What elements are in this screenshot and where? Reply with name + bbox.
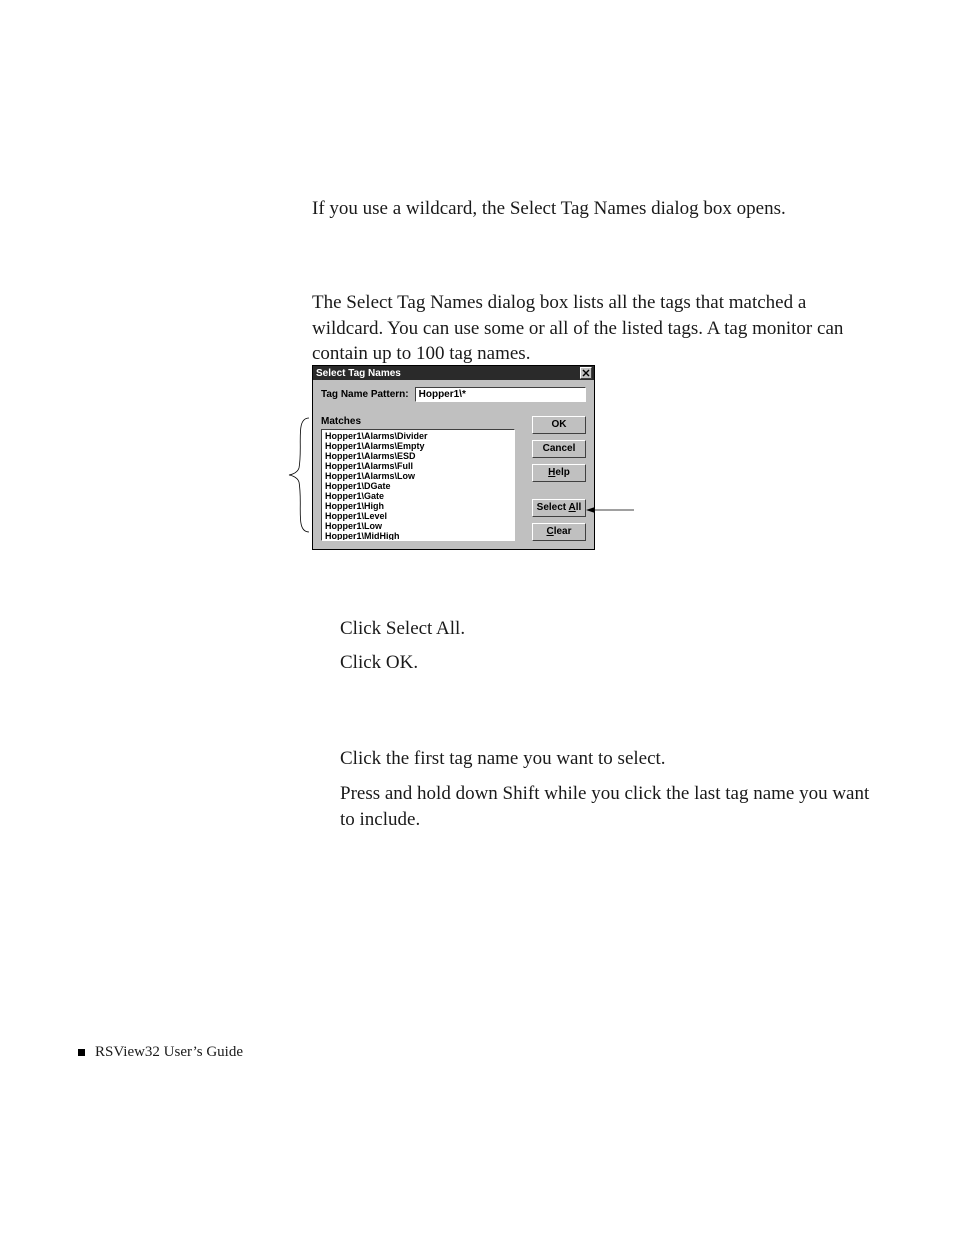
step-range-first: Click the first tag name you want to sel… [340,746,860,772]
list-item[interactable]: Hopper1\Alarms\Low [325,471,511,481]
paragraph-description: The Select Tag Names dialog box lists al… [312,290,867,367]
list-item[interactable]: Hopper1\Alarms\ESD [325,451,511,461]
list-item[interactable]: Hopper1\Level [325,511,511,521]
close-icon [582,369,590,377]
btn-pre: Select [537,502,569,513]
pattern-row: Tag Name Pattern: Hopper1\* [321,387,586,402]
brace-icon [285,416,311,534]
step-ok: Click OK. [340,650,840,676]
matches-area: Matches Hopper1\Alarms\Divider Hopper1\A… [321,416,515,541]
select-all-button[interactable]: Select All [532,499,586,517]
step-select-all: Click Select All. [340,616,840,642]
select-tag-names-dialog: Select Tag Names Tag Name Pattern: Hoppe… [312,365,595,550]
btn-accel: C [546,526,553,537]
page-footer: RSView32 User’s Guide [78,1044,243,1061]
button-column-lower: Select All Clear [532,499,586,541]
document-page: If you use a wildcard, the Select Tag Na… [0,0,954,1235]
matches-listbox[interactable]: Hopper1\Alarms\Divider Hopper1\Alarms\Em… [321,429,515,541]
matches-label: Matches [321,416,515,427]
list-item[interactable]: Hopper1\Gate [325,491,511,501]
pattern-label: Tag Name Pattern: [321,389,409,400]
btn-accel: A [569,502,576,513]
step-range-shift: Press and hold down Shift while you clic… [340,781,880,832]
list-item[interactable]: Hopper1\MidHigh [325,531,511,541]
list-item[interactable]: Hopper1\Low [325,521,511,531]
list-item[interactable]: Hopper1\Alarms\Divider [325,431,511,441]
paragraph-intro: If you use a wildcard, the Select Tag Na… [312,196,852,222]
arrow-icon [586,505,634,515]
list-item[interactable]: Hopper1\Alarms\Empty [325,441,511,451]
dialog-titlebar: Select Tag Names [313,366,594,380]
ok-button[interactable]: OK [532,416,586,434]
btn-post: lear [554,526,572,537]
btn-post: ll [576,502,582,513]
footer-guide-name: RSView32 User’s Guide [95,1044,243,1061]
list-item[interactable]: Hopper1\High [325,501,511,511]
list-item[interactable]: Hopper1\DGate [325,481,511,491]
dialog-body: Tag Name Pattern: Hopper1\* Matches Hopp… [313,380,594,549]
clear-button[interactable]: Clear [532,523,586,541]
button-column-upper: OK Cancel Help [532,416,586,482]
cancel-button[interactable]: Cancel [532,440,586,458]
dialog-title: Select Tag Names [316,368,401,379]
list-item[interactable]: Hopper1\Alarms\Full [325,461,511,471]
help-button[interactable]: Help [532,464,586,482]
btn-post: elp [555,467,569,478]
pattern-input[interactable]: Hopper1\* [415,387,586,402]
footer-bullet-icon [78,1049,85,1056]
close-button[interactable] [580,367,592,379]
